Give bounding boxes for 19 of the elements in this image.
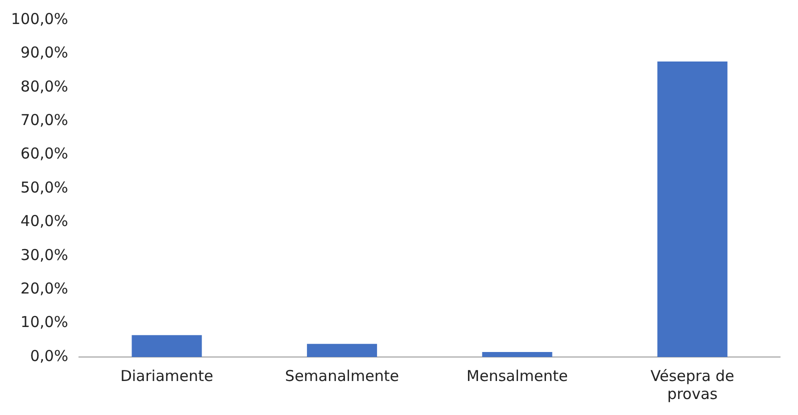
y-tick-label: 100,0% xyxy=(10,10,68,28)
y-tick-label: 20,0% xyxy=(20,279,68,298)
x-tick-label: Diariamente xyxy=(120,366,214,385)
bar xyxy=(657,61,728,357)
bar xyxy=(482,352,552,357)
y-tick-label: 60,0% xyxy=(20,144,68,163)
y-tick-label: 40,0% xyxy=(20,212,68,230)
y-tick-label: 50,0% xyxy=(20,178,68,196)
y-tick-label: 90,0% xyxy=(20,44,68,62)
bar xyxy=(306,344,378,357)
bar xyxy=(132,335,202,357)
x-tick-label: Vésepra de provas xyxy=(650,366,734,403)
y-tick-label: 80,0% xyxy=(20,77,68,96)
x-tick-label: Semanalmente xyxy=(285,366,399,385)
y-tick-label: 0,0% xyxy=(30,346,68,365)
y-tick-label: 30,0% xyxy=(20,246,68,264)
y-tick-label: 10,0% xyxy=(20,313,68,332)
x-tick-label: Mensalmente xyxy=(466,366,568,385)
y-tick-label: 70,0% xyxy=(20,110,68,129)
